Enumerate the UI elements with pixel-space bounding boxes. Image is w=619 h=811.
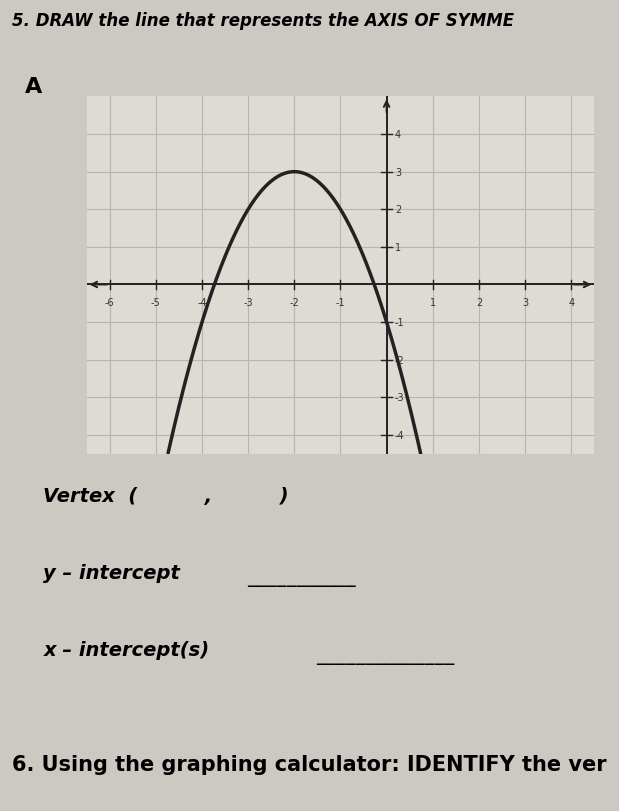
Text: y – intercept: y – intercept <box>43 564 180 582</box>
Text: 4: 4 <box>568 297 574 307</box>
Text: -5: -5 <box>151 297 161 307</box>
Text: -2: -2 <box>395 355 405 365</box>
Text: 2: 2 <box>395 205 401 215</box>
Text: 2: 2 <box>476 297 482 307</box>
Text: -1: -1 <box>335 297 345 307</box>
Text: 1: 1 <box>430 297 436 307</box>
Text: ___________: ___________ <box>248 568 356 586</box>
Text: 4: 4 <box>395 130 401 139</box>
Text: x – intercept(s): x – intercept(s) <box>43 641 209 659</box>
Text: -3: -3 <box>395 393 405 403</box>
Text: ______________: ______________ <box>316 645 454 663</box>
Text: 6. Using the graphing calculator: IDENTIFY the ver: 6. Using the graphing calculator: IDENTI… <box>12 754 607 775</box>
Text: 5. DRAW the line that represents the AXIS OF SYMME: 5. DRAW the line that represents the AXI… <box>12 12 514 30</box>
Text: 1: 1 <box>395 242 401 252</box>
Text: -1: -1 <box>395 318 405 328</box>
Text: 3: 3 <box>522 297 528 307</box>
Text: -4: -4 <box>197 297 207 307</box>
Text: A: A <box>25 77 42 97</box>
Text: -3: -3 <box>243 297 253 307</box>
Text: -6: -6 <box>105 297 115 307</box>
Text: -2: -2 <box>290 297 299 307</box>
Text: Vertex  (          ,          ): Vertex ( , ) <box>43 487 289 505</box>
Text: -4: -4 <box>395 431 405 440</box>
Text: 3: 3 <box>395 167 401 178</box>
